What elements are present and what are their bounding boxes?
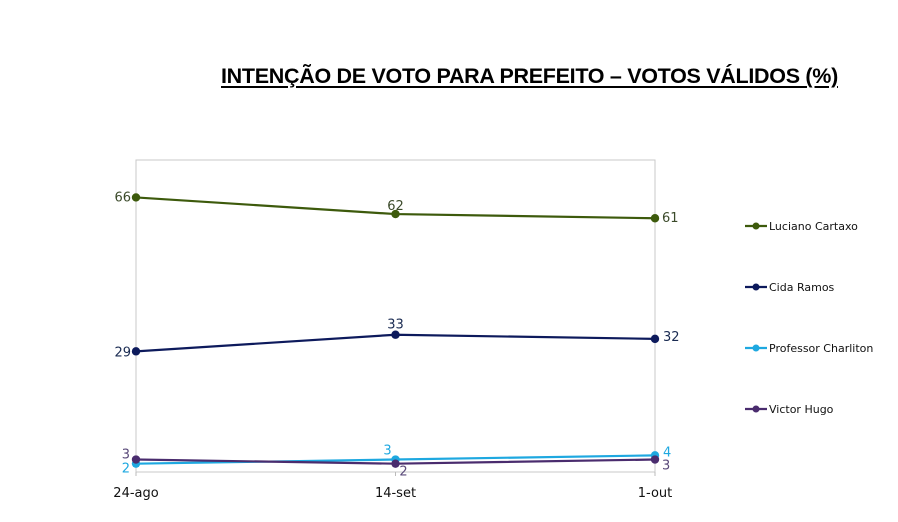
data-point-marker [131, 193, 141, 202]
data-label: 32 [663, 330, 680, 345]
legend-label: Luciano Cartaxo [769, 220, 858, 233]
chart-title: INTENÇÃO DE VOTO PARA PREFEITO – VOTOS V… [221, 64, 838, 88]
data-label: 62 [387, 199, 404, 214]
data-point-marker [391, 459, 400, 468]
legend-item: Luciano Cartaxo [745, 220, 858, 233]
series-victor-hugo: 32 3 [122, 448, 671, 480]
legend-marker-icon [752, 405, 760, 413]
series-cida-ramos: 29 33 32 [114, 318, 679, 361]
data-point-marker [391, 330, 400, 339]
legend-item: Victor Hugo [745, 403, 834, 416]
data-label: 2 [122, 462, 130, 477]
data-point-marker [391, 209, 400, 219]
data-label: 3 [662, 459, 670, 474]
data-point-marker [131, 455, 141, 464]
legend-marker-icon [752, 344, 760, 352]
legend-label: Cida Ramos [769, 281, 835, 294]
legend-label: Victor Hugo [769, 403, 834, 416]
legend-item: Cida Ramos [745, 281, 835, 294]
series-luciano-cartaxo: 66 62 61 [114, 190, 678, 226]
x-tick-label: 24-ago [113, 486, 158, 501]
data-label: 33 [387, 318, 404, 333]
legend-marker-icon [752, 222, 760, 230]
data-label: 3 [122, 448, 130, 463]
data-label: 2 [399, 465, 407, 480]
data-point-marker [650, 214, 660, 223]
data-label: 3 [383, 444, 391, 459]
legend-item: Professor Charliton [745, 342, 873, 355]
legend-marker-icon [752, 283, 760, 291]
data-label: 29 [114, 345, 131, 360]
data-point-marker [131, 347, 141, 356]
x-tick-label: 1-out [638, 486, 673, 501]
data-label: 4 [663, 445, 671, 460]
data-label: 66 [114, 190, 131, 205]
data-point-marker [650, 455, 660, 464]
legend-label: Professor Charliton [769, 342, 873, 355]
x-tick-label: 14-set [375, 486, 416, 501]
data-point-marker [650, 334, 660, 344]
data-label: 61 [662, 211, 679, 226]
